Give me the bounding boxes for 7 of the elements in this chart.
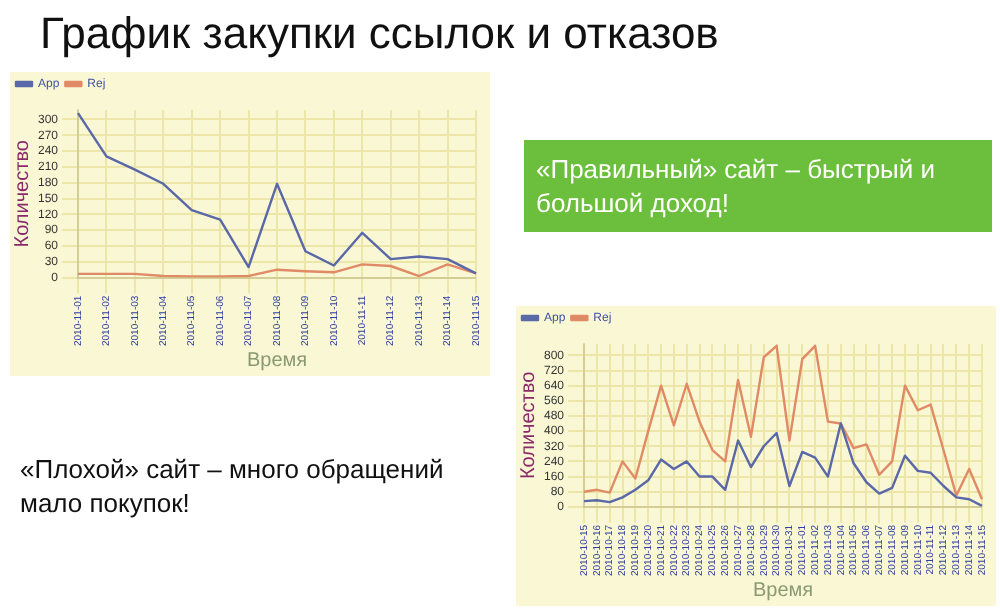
y-axis-title: Количество [11,139,34,248]
chart-title: График закупки ссылок и отказов [40,8,719,60]
text: «Правильный» сайт – быстрый и большой доход! [524,140,992,232]
x-axis-title: Время [752,579,814,602]
y-axis-title: Количество [517,370,540,480]
text: «Плохой» сайт – много обращений мало покупок! [20,452,446,520]
x-axis-title: Время [246,349,308,372]
